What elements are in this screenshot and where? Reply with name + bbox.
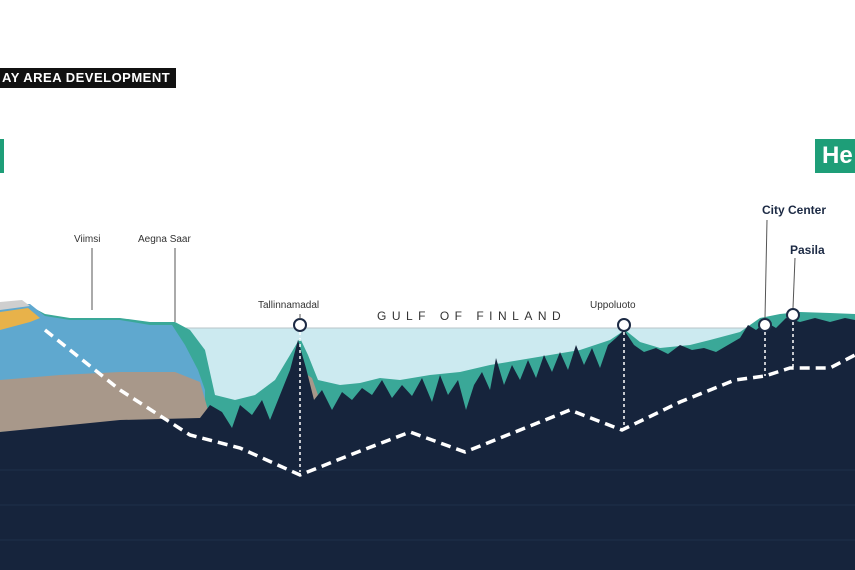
city-badge-helsinki: He	[815, 139, 855, 173]
depth-gridlines	[0, 469, 855, 541]
label-city-center: City Center	[762, 203, 827, 217]
label-uppoluoto: Uppoluoto	[590, 300, 636, 311]
left-city-badge-edge	[0, 139, 4, 173]
label-viimsi: Viimsi	[74, 234, 101, 245]
station-markers	[293, 308, 800, 332]
marker-tallinnamadal	[293, 318, 307, 332]
rock-layer-tan	[0, 372, 208, 432]
tunnel-route	[43, 328, 855, 477]
label-leaders	[91, 219, 796, 322]
marker-uppoluoto	[617, 318, 631, 332]
label-gulf-of-finland: GULF OF FINLAND	[377, 309, 567, 323]
page-title: AY AREA DEVELOPMENT	[0, 68, 177, 88]
marker-pasila	[786, 308, 800, 322]
station-connectors	[299, 322, 794, 472]
marker-city-center	[758, 318, 772, 332]
label-aegna-saar: Aegna Saar	[138, 234, 191, 245]
surface-soil-top	[0, 300, 30, 310]
seabed	[0, 318, 855, 570]
label-pasila: Pasila	[790, 243, 825, 257]
label-tallinnamadal: Tallinnamadal	[258, 300, 320, 311]
surface-soil	[0, 308, 40, 330]
